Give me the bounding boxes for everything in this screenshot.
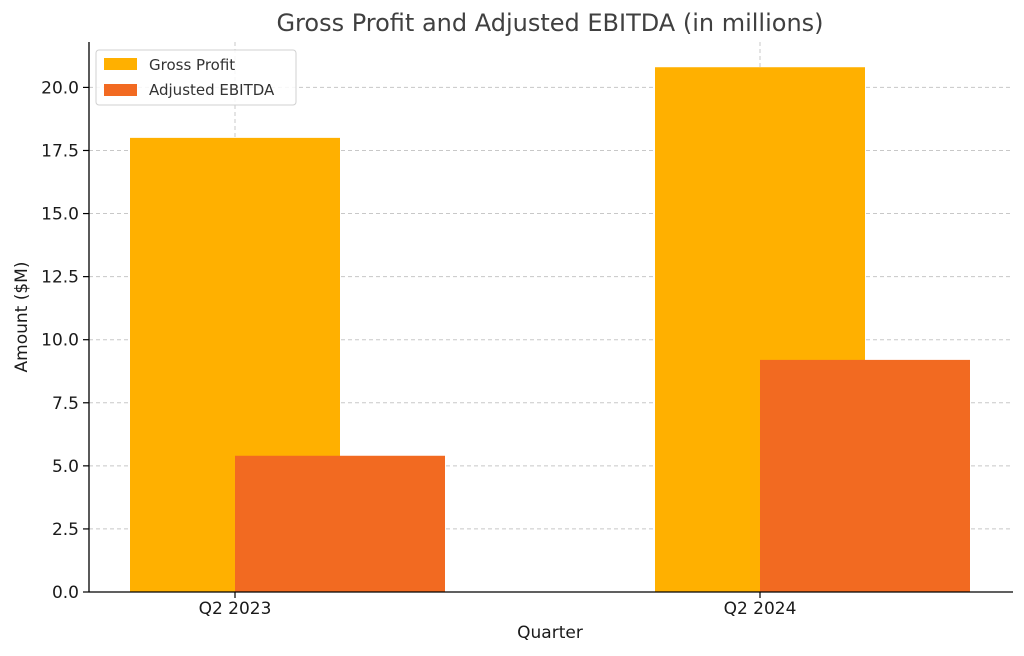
x-tick-label: Q2 2024 [724, 599, 797, 619]
y-tick-label: 20.0 [41, 78, 79, 98]
y-tick-label: 17.5 [41, 141, 79, 161]
x-axis-label: Quarter [517, 623, 583, 643]
y-tick-label: 2.5 [52, 520, 79, 540]
bar-adjusted-ebitda [235, 455, 445, 592]
chart-title: Gross Profit and Adjusted EBITDA (in mil… [276, 9, 823, 37]
bars [130, 67, 970, 592]
y-tick-label: 0.0 [52, 583, 79, 603]
legend-swatch-adjusted-ebitda [104, 84, 137, 96]
axes [88, 42, 1013, 593]
y-tick-label: 12.5 [41, 268, 79, 288]
legend-label-adjusted-ebitda: Adjusted EBITDA [149, 81, 275, 99]
y-ticks: 0.0 2.5 5.0 7.5 10.0 12.5 15.0 17.5 20.0 [41, 78, 89, 603]
x-tick-label: Q2 2023 [199, 599, 272, 619]
x-ticks: Q2 2023 Q2 2024 [199, 592, 797, 619]
y-tick-label: 5.0 [52, 457, 79, 477]
y-tick-label: 15.0 [41, 205, 79, 225]
y-tick-label: 7.5 [52, 394, 79, 414]
legend-box [95, 49, 297, 106]
legend-swatch-gross-profit [104, 58, 137, 70]
y-axis-label: Amount ($M) [12, 262, 32, 373]
legend: Gross Profit Adjusted EBITDA [95, 49, 297, 106]
bar-adjusted-ebitda [760, 359, 970, 592]
y-tick-label: 10.0 [41, 331, 79, 351]
legend-label-gross-profit: Gross Profit [149, 56, 235, 74]
